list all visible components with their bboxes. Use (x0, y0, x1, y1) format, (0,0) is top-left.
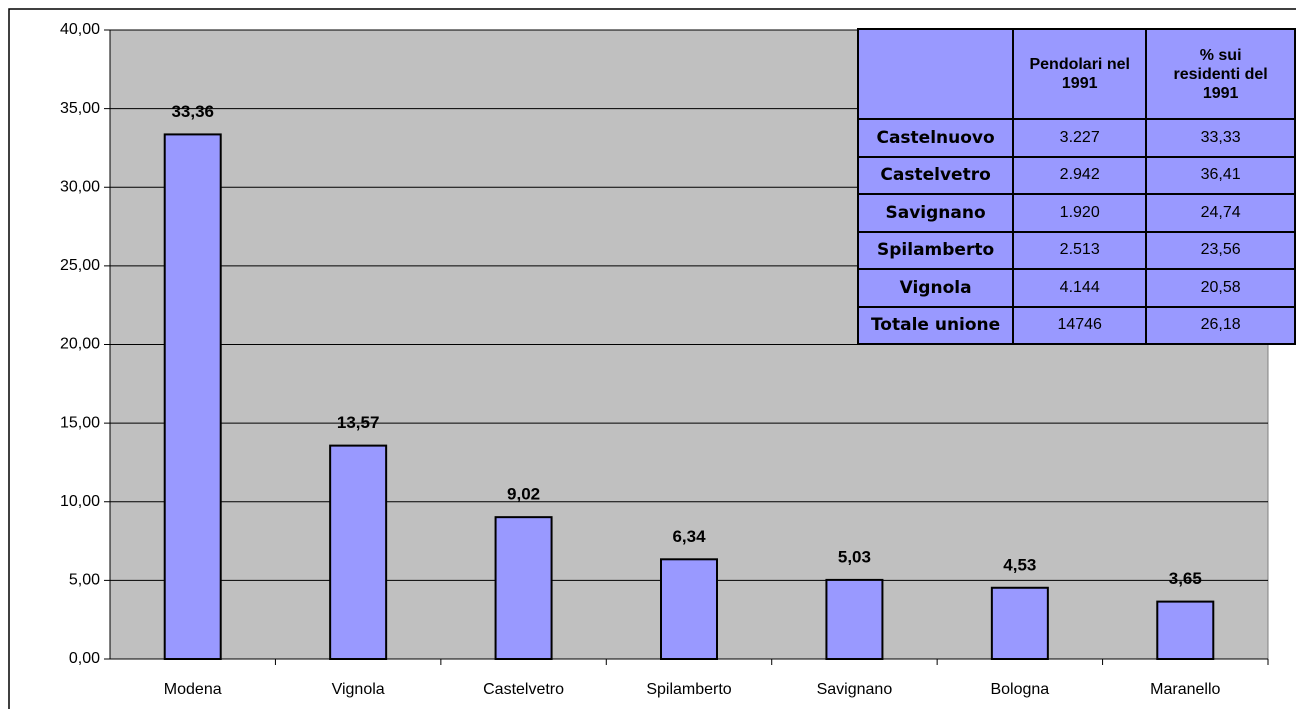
table-row: Castelvetro 2.942 36,41 (856, 155, 1296, 195)
table-cell: 33,33 (1145, 118, 1296, 158)
value-label: 5,03 (838, 547, 871, 566)
y-tick-label: 10,00 (60, 493, 100, 510)
table-cell: 14746 (1012, 305, 1148, 345)
column-header: % sui residenti del 1991 (1145, 28, 1296, 120)
x-tick-label: Maranello (1150, 681, 1220, 698)
bar (163, 133, 222, 660)
table-cell: 2.513 (1012, 230, 1148, 270)
frame (8, 8, 1296, 709)
table-row: Savignano 1.920 24,74 (856, 193, 1296, 233)
x-tick-label: Castelvetro (483, 681, 564, 698)
bar (990, 586, 1049, 660)
row-label: Savignano (856, 193, 1015, 233)
y-tick-label: 15,00 (60, 414, 100, 431)
row-label: Spilamberto (856, 230, 1015, 270)
y-tick-label: 0,00 (69, 650, 100, 667)
value-label: 3,65 (1169, 569, 1202, 588)
row-label: Castelvetro (856, 155, 1015, 195)
y-tick-label: 40,00 (60, 21, 100, 38)
table-cell: 24,74 (1145, 193, 1296, 233)
bar (660, 558, 718, 661)
table-cell: 2.942 (1012, 155, 1148, 195)
y-tick-label: 35,00 (60, 100, 100, 117)
y-tick-label: 25,00 (60, 257, 100, 274)
column-header: Pendolari nel 1991 (1012, 28, 1148, 120)
x-tick-label: Bologna (990, 681, 1049, 698)
table-cell: 1.920 (1012, 193, 1148, 233)
table-row: Totale unione 14746 26,18 (856, 305, 1296, 345)
table-row: Vignola 4.144 20,58 (856, 268, 1296, 308)
value-label: 33,36 (171, 102, 214, 121)
row-label: Totale unione (856, 305, 1015, 345)
row-label: Castelnuovo (856, 118, 1015, 158)
value-label: 4,53 (1003, 555, 1036, 574)
y-tick-label: 5,00 (69, 572, 100, 589)
x-tick-label: Savignano (817, 681, 893, 698)
bar (494, 516, 553, 661)
table-row: Castelnuovo 3.227 33,33 (856, 118, 1296, 158)
x-tick-label: Modena (164, 681, 222, 698)
value-label: 6,34 (672, 527, 706, 546)
y-tick-label: 20,00 (60, 336, 100, 353)
table-cell: 20,58 (1145, 268, 1296, 308)
bar (329, 444, 388, 660)
bar (825, 578, 884, 661)
value-label: 9,02 (507, 485, 540, 504)
row-label: Vignola (856, 268, 1015, 308)
value-label: 13,57 (337, 413, 380, 432)
x-tick-label: Spilamberto (646, 681, 731, 698)
bar (1156, 600, 1215, 661)
table-cell: 36,41 (1145, 155, 1296, 195)
corner-cell (856, 28, 1015, 120)
x-tick-label: Vignola (332, 681, 385, 698)
table-cell: 4.144 (1012, 268, 1148, 308)
table-cell: 3.227 (1012, 118, 1148, 158)
table-row: Spilamberto 2.513 23,56 (856, 230, 1296, 270)
data-table: Pendolari nel 1991 % sui residenti del 1… (856, 28, 1296, 345)
y-tick-label: 30,00 (60, 178, 100, 195)
table-cell: 23,56 (1145, 230, 1296, 270)
table-cell: 26,18 (1145, 305, 1296, 345)
